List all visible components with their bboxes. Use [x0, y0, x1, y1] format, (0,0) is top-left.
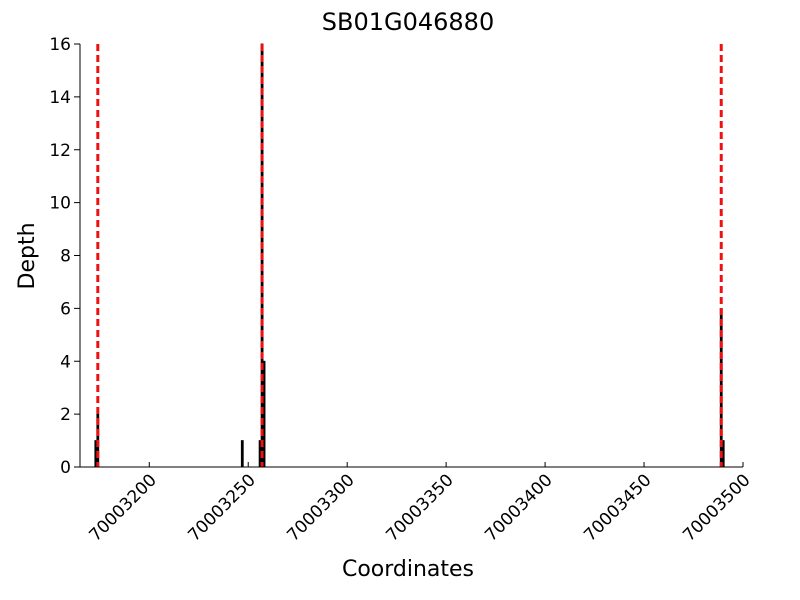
- chart-title: SB01G046880: [322, 8, 494, 36]
- x-axis-label: Coordinates: [342, 557, 474, 582]
- y-tick-label: 16: [49, 35, 71, 55]
- y-tick-label: 10: [49, 194, 71, 214]
- x-tick-label: 70003200: [85, 470, 160, 545]
- x-tick-label: 70003450: [580, 470, 655, 545]
- x-tick-label: 70003250: [184, 470, 259, 545]
- x-tick-label: 70003350: [382, 470, 457, 545]
- x-tick-label: 70003400: [481, 470, 556, 545]
- y-tick-label: 4: [60, 352, 71, 372]
- bar: [240, 440, 244, 468]
- x-tick-label: 70003500: [679, 470, 754, 545]
- x-tick-label: 70003300: [283, 470, 358, 545]
- y-axis-label: Depth: [15, 222, 40, 289]
- y-tick-label: 6: [60, 299, 71, 319]
- y-tick-label: 2: [60, 405, 71, 425]
- y-tick-label: 0: [60, 458, 71, 478]
- y-tick-label: 8: [60, 247, 71, 267]
- y-tick-label: 14: [49, 88, 71, 108]
- y-tick-label: 12: [49, 141, 71, 161]
